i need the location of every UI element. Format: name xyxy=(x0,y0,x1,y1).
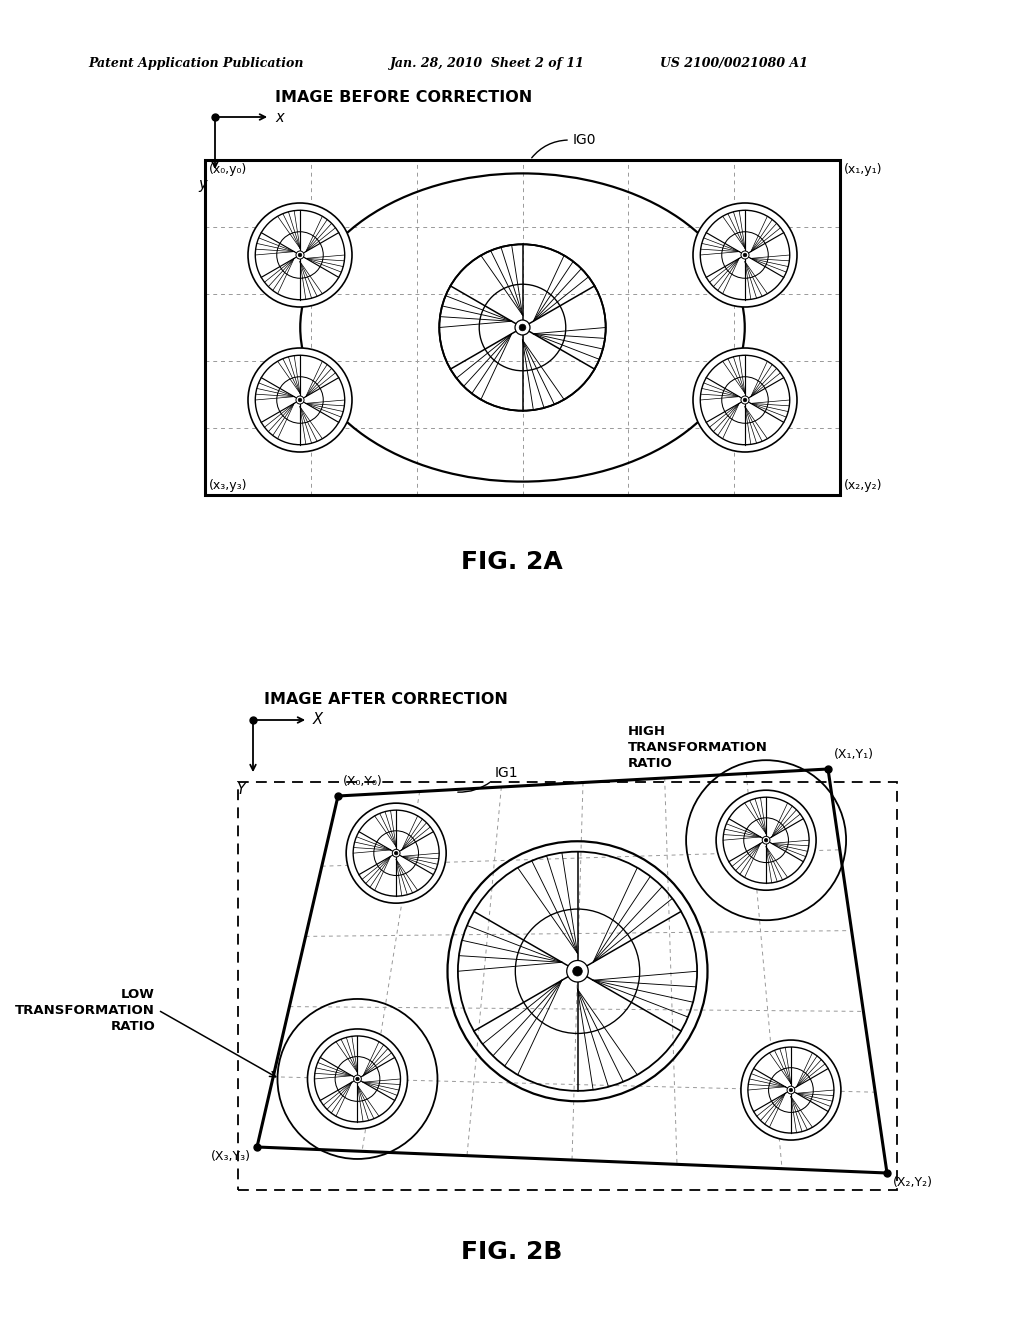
Text: (X₁,Y₁): (X₁,Y₁) xyxy=(834,748,874,762)
Text: (x₃,y₃): (x₃,y₃) xyxy=(209,479,248,492)
Circle shape xyxy=(693,348,797,451)
Circle shape xyxy=(787,1086,795,1094)
Circle shape xyxy=(743,399,746,401)
Text: IG1: IG1 xyxy=(495,766,518,780)
Circle shape xyxy=(248,203,352,308)
Circle shape xyxy=(741,396,749,404)
Circle shape xyxy=(743,253,746,257)
Circle shape xyxy=(355,1077,359,1081)
Text: IMAGE BEFORE CORRECTION: IMAGE BEFORE CORRECTION xyxy=(275,91,532,106)
Text: (X₂,Y₂): (X₂,Y₂) xyxy=(893,1176,933,1189)
Circle shape xyxy=(296,396,304,404)
Text: (x₂,y₂): (x₂,y₂) xyxy=(844,479,883,492)
Text: IG0: IG0 xyxy=(573,133,597,147)
Text: Patent Application Publication: Patent Application Publication xyxy=(88,57,303,70)
Text: (x₀,y₀): (x₀,y₀) xyxy=(209,162,247,176)
Circle shape xyxy=(248,348,352,451)
Circle shape xyxy=(741,1040,841,1140)
Circle shape xyxy=(519,325,526,331)
Circle shape xyxy=(762,837,770,843)
Text: US 2100/0021080 A1: US 2100/0021080 A1 xyxy=(660,57,808,70)
Text: y: y xyxy=(199,177,207,191)
Text: FIG. 2A: FIG. 2A xyxy=(461,550,563,574)
Text: (X₃,Y₃): (X₃,Y₃) xyxy=(211,1150,251,1163)
Circle shape xyxy=(392,849,400,857)
Circle shape xyxy=(394,851,398,855)
Bar xyxy=(205,160,840,495)
Text: x: x xyxy=(275,110,284,124)
Circle shape xyxy=(716,791,816,890)
Circle shape xyxy=(566,961,588,982)
Text: (x₁,y₁): (x₁,y₁) xyxy=(844,162,883,176)
Text: (X₀,Y₀): (X₀,Y₀) xyxy=(343,775,383,788)
Circle shape xyxy=(298,399,302,401)
Circle shape xyxy=(693,203,797,308)
Text: X: X xyxy=(313,713,323,727)
Text: Jan. 28, 2010  Sheet 2 of 11: Jan. 28, 2010 Sheet 2 of 11 xyxy=(390,57,585,70)
Circle shape xyxy=(764,838,768,842)
Circle shape xyxy=(515,319,530,335)
Circle shape xyxy=(307,1030,408,1129)
Text: HIGH
TRANSFORMATION
RATIO: HIGH TRANSFORMATION RATIO xyxy=(628,725,768,770)
Text: FIG. 2B: FIG. 2B xyxy=(462,1239,562,1265)
Text: Y: Y xyxy=(237,781,245,797)
Circle shape xyxy=(572,966,583,975)
Circle shape xyxy=(346,803,446,903)
Text: LOW
TRANSFORMATION
RATIO: LOW TRANSFORMATION RATIO xyxy=(15,987,155,1032)
Circle shape xyxy=(298,253,302,257)
Circle shape xyxy=(353,1074,361,1082)
Text: IMAGE AFTER CORRECTION: IMAGE AFTER CORRECTION xyxy=(264,693,508,708)
Circle shape xyxy=(296,251,304,259)
Bar xyxy=(238,781,897,1191)
Circle shape xyxy=(741,251,749,259)
Circle shape xyxy=(790,1088,793,1092)
